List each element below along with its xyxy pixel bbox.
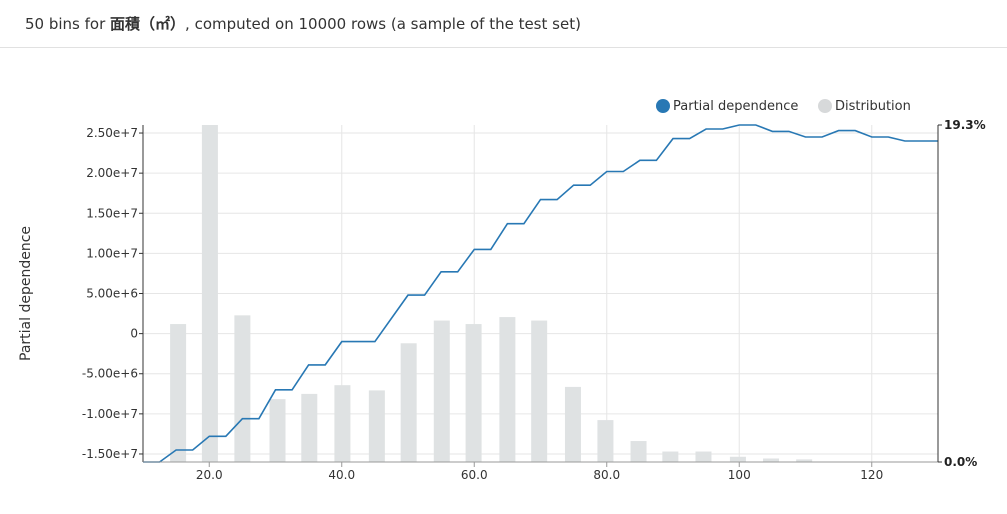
chart-header: 50 bins for 面積（㎡）, computed on 10000 row…	[0, 0, 1007, 48]
y-tick-label: -5.00e+6	[82, 367, 138, 381]
x-tick-label: 100	[728, 468, 751, 482]
x-tick-label: 120	[860, 468, 883, 482]
legend-marker	[818, 99, 832, 113]
legend-label: Partial dependence	[673, 99, 798, 114]
distribution-bar	[170, 324, 187, 462]
distribution-bar	[234, 315, 251, 462]
y-tick-label: 0	[130, 327, 138, 341]
distribution-bar	[201, 125, 218, 462]
header-prefix: 50 bins for	[25, 15, 111, 33]
distribution-bar	[662, 451, 679, 462]
distribution-bar	[301, 393, 318, 462]
distribution-bar	[499, 317, 516, 462]
y-tick-label: -1.50e+7	[82, 447, 138, 461]
distribution-bar	[433, 320, 450, 462]
header-suffix: , computed on 10000 rows (a sample of th…	[185, 15, 581, 33]
y-axis-title: Partial dependence	[18, 226, 34, 361]
y2-tick-label: 19.3%	[944, 118, 986, 132]
distribution-bar	[796, 459, 813, 462]
x-tick-label: 40.0	[328, 468, 355, 482]
feature-name: 面積（㎡）	[110, 15, 186, 33]
x-tick-label: 60.0	[461, 468, 488, 482]
y-tick-label: 5.00e+6	[86, 287, 138, 301]
header-title: 50 bins for 面積（㎡）, computed on 10000 row…	[25, 13, 581, 34]
distribution-bar	[334, 385, 351, 462]
legend-label: Distribution	[835, 99, 911, 114]
distribution-bar	[630, 441, 647, 462]
y-tick-label: -1.00e+7	[82, 407, 138, 421]
x-tick-label: 80.0	[593, 468, 620, 482]
distribution-bar	[695, 451, 712, 462]
distribution-bar	[564, 386, 581, 462]
distribution-bar	[531, 320, 548, 462]
y-tick-label: 2.00e+7	[86, 166, 138, 180]
distribution-bar	[763, 458, 780, 462]
y-tick-label: 2.50e+7	[86, 126, 138, 140]
y-tick-label: 1.50e+7	[86, 206, 138, 220]
partial-dependence-chart: -1.50e+7 -1.00e+7 -5.00e+6 0 5.00e+6 1.00e+7 1…	[18, 99, 986, 482]
legend-marker	[656, 99, 670, 113]
distribution-bar	[597, 420, 614, 462]
distribution-bar	[729, 456, 746, 462]
distribution-bar	[269, 399, 286, 462]
y2-tick-label: 0.0%	[944, 455, 977, 469]
y-tick-label: 1.00e+7	[86, 246, 138, 260]
distribution-bar	[465, 324, 482, 462]
distribution-bar	[368, 390, 385, 462]
x-tick-label: 20.0	[196, 468, 223, 482]
distribution-bar	[400, 343, 417, 462]
partial-dependence-line	[143, 124, 938, 463]
